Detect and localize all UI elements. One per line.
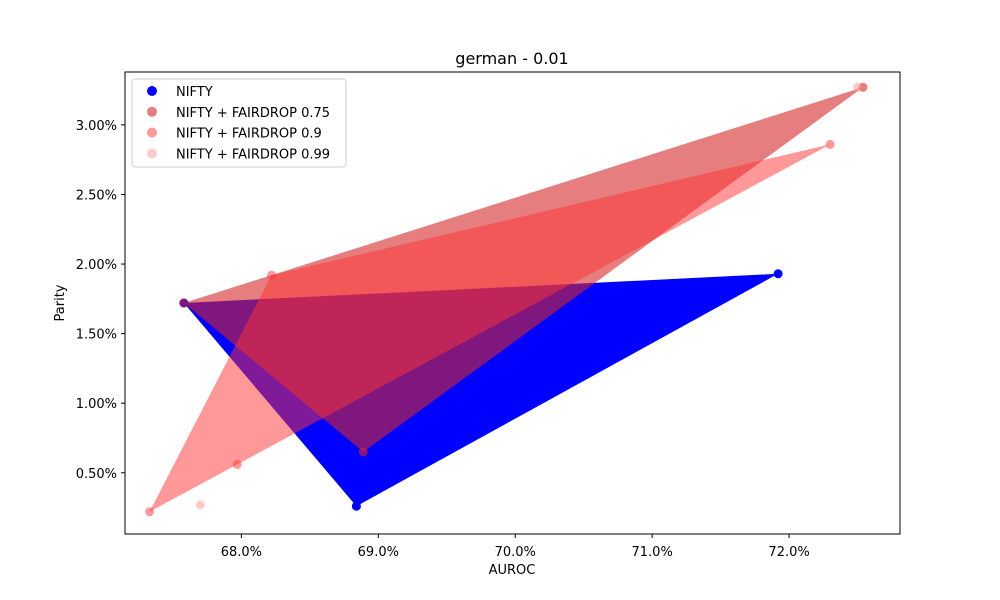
series-point-3-0 [195,500,205,510]
series-point-2-1 [267,270,276,280]
legend-label-2: NIFTY + FAIRDROP 0.9 [176,127,322,142]
x-axis-label: AUROC [489,563,536,578]
legend: NIFTY NIFTY + FAIRDROP 0.75 NIFTY + FAIRDR… [131,78,347,168]
legend-marker-3 [147,148,157,159]
y-tick-label: 2.50% [76,188,117,203]
y-tick-label: 0.50% [76,467,117,482]
legend-label-1: NIFTY + FAIRDROP 0.75 [176,106,330,121]
x-tick-label: 69.0% [358,545,399,560]
series-point-3-1 [853,82,863,92]
x-tick-label: 71.0% [632,545,673,560]
x-tick-label: 70.0% [495,545,536,560]
y-tick-label: 2.00% [76,258,117,273]
series-point-2-0 [145,507,155,517]
x-tick-label: 72.0% [768,545,809,560]
series-point-2-2 [825,139,835,149]
series-points [145,82,868,517]
y-axis-label: Parity [53,284,68,321]
legend-label-3: NIFTY + FAIRDROP 0.99 [176,147,330,162]
y-tick-label: 3.00% [76,119,117,134]
y-tick-label: 1.50% [76,328,117,343]
x-tick-label: 68.0% [221,545,262,560]
series-area-2 [149,144,831,512]
plot-frame [124,71,901,535]
chart-title: german - 0.01 [455,49,568,68]
legend-marker-2 [147,127,157,138]
legend-marker-1 [147,106,157,117]
series-point-0-2 [773,269,783,279]
series-areas [149,87,863,512]
legend-box [131,78,347,168]
series-point-0-1 [351,501,361,511]
series-area-3 [200,87,858,505]
series-point-1-2 [358,447,368,457]
series-point-1-0 [179,298,189,308]
series-point-2-3 [232,459,242,469]
legend-label-0: NIFTY [176,85,213,100]
x-axis-ticks: 68.0% 69.0% 70.0% 71.0% 72.0% [221,534,810,560]
y-axis-ticks: 0.50% 1.00% 1.50% 2.00% 2.50% 3.00% [76,119,125,482]
y-tick-label: 1.00% [76,397,117,412]
legend-marker-0 [147,86,157,96]
